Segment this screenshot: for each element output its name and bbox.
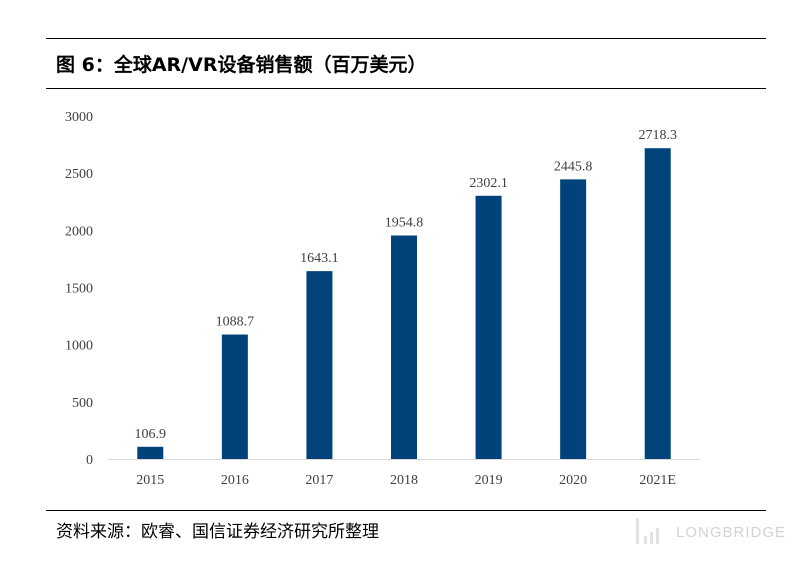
y-tick-label: 0 xyxy=(86,453,93,468)
x-tick-label: 2016 xyxy=(221,473,249,488)
data-label: 1088.7 xyxy=(216,315,255,330)
data-label: 1643.1 xyxy=(300,251,339,266)
data-label: 1954.8 xyxy=(385,216,424,231)
top-rule xyxy=(46,38,766,39)
y-tick-label: 2500 xyxy=(65,167,93,182)
data-label: 106.9 xyxy=(135,427,167,442)
bar xyxy=(475,195,502,460)
x-tick-label: 2017 xyxy=(305,473,333,488)
source-note: 资料来源：欧睿、国信证券经济研究所整理 xyxy=(56,522,379,542)
y-tick-label: 1500 xyxy=(65,282,93,297)
watermark-text: LONGBRIDGE xyxy=(676,524,787,541)
bar xyxy=(644,148,671,459)
bar xyxy=(560,179,587,460)
figure-title: 图 6：全球AR/VR设备销售额（百万美元） xyxy=(56,54,427,76)
x-tick-label: 2021E xyxy=(639,473,676,488)
bar xyxy=(306,271,333,459)
y-tick-label: 3000 xyxy=(65,110,93,125)
x-tick-label: 2018 xyxy=(390,473,418,488)
x-tick-label: 2020 xyxy=(559,473,587,488)
bar xyxy=(221,334,248,459)
y-tick-label: 2000 xyxy=(65,224,93,239)
data-label: 2445.8 xyxy=(554,159,593,174)
title-rule xyxy=(46,88,766,89)
bar xyxy=(137,446,164,459)
bar xyxy=(391,235,417,459)
longbridge-logo-icon xyxy=(636,518,659,544)
watermark: LONGBRIDGE xyxy=(630,514,790,548)
data-label: 2718.3 xyxy=(638,128,677,143)
bottom-rule xyxy=(46,510,766,511)
y-tick-label: 1000 xyxy=(65,339,93,354)
x-tick-label: 2019 xyxy=(475,473,503,488)
data-label: 2302.1 xyxy=(469,176,508,191)
y-tick-label: 500 xyxy=(72,396,93,411)
x-tick-label: 2015 xyxy=(136,473,164,488)
